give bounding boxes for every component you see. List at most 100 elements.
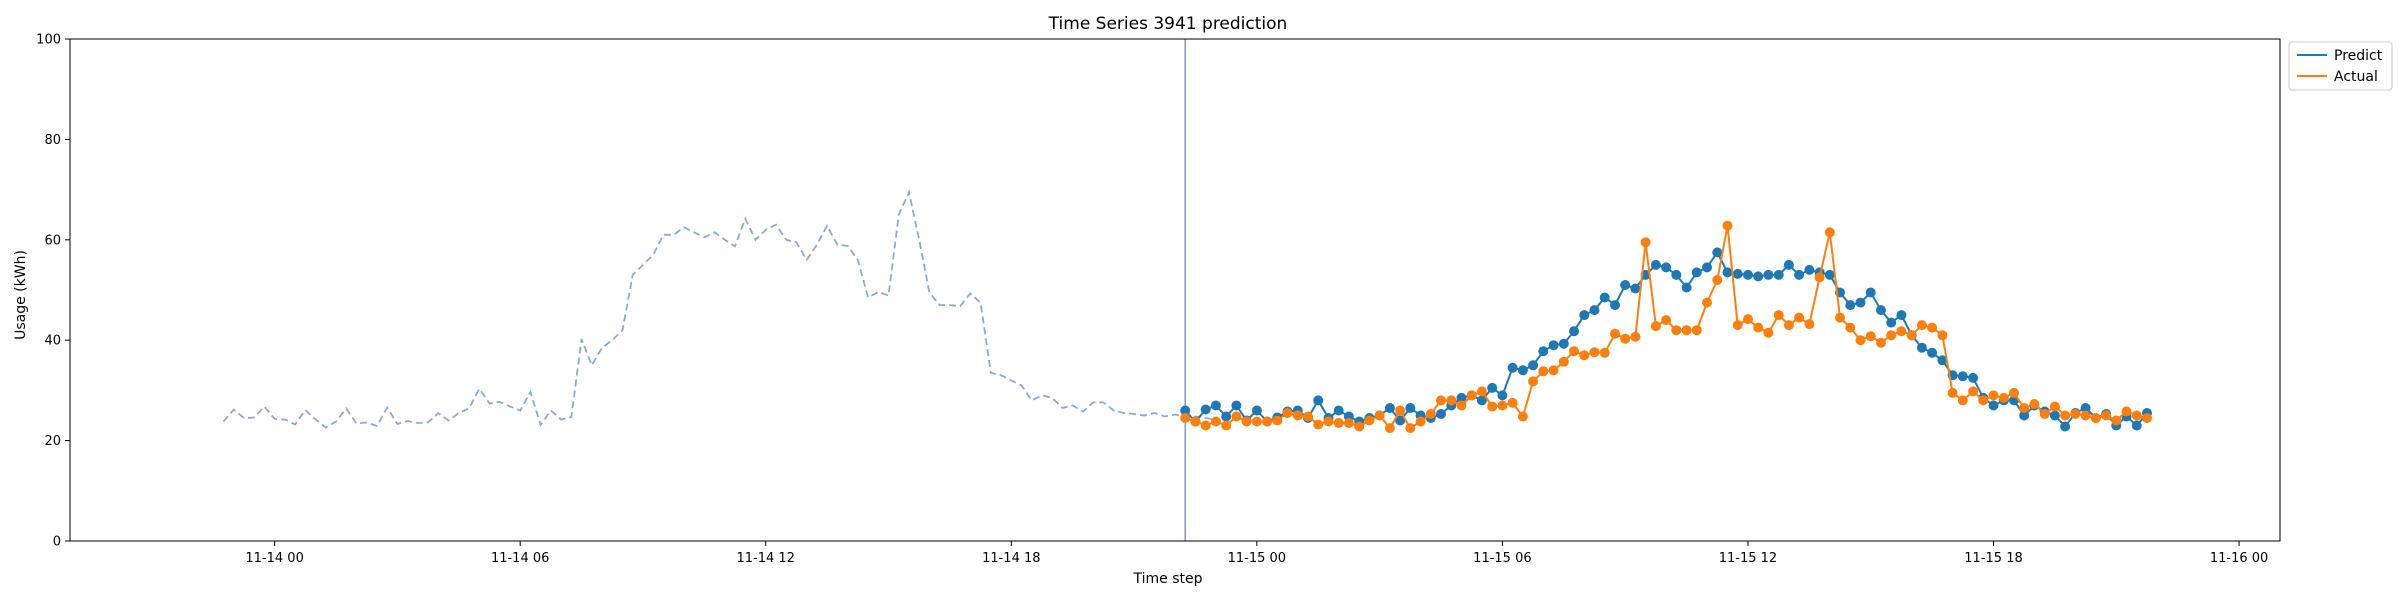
x-tick-label: 11-15 00 [1228, 551, 1286, 566]
history-line [222, 189, 1217, 429]
data-point-predict [2080, 403, 2091, 413]
y-tick-label: 0 [53, 535, 61, 550]
legend: Predict Actual [2288, 41, 2393, 91]
data-point-actual [1661, 315, 1672, 326]
data-point-predict [1650, 259, 1661, 270]
data-point-predict [1876, 305, 1886, 316]
data-point-predict [1333, 405, 1344, 416]
data-point-actual [1855, 335, 1866, 346]
data-point-predict [1395, 415, 1406, 426]
data-point-actual [1569, 346, 1579, 357]
data-point-actual [1712, 275, 1723, 285]
data-point-actual [1835, 312, 1845, 323]
data-point-actual [1916, 320, 1927, 331]
data-point-actual [1763, 327, 1774, 338]
data-point-predict [1743, 269, 1753, 280]
data-point-actual [1303, 411, 1313, 422]
data-point-predict [1691, 267, 1702, 278]
data-point-actual [1732, 320, 1743, 331]
data-point-actual [1794, 312, 1805, 323]
data-point-actual [1538, 366, 1549, 377]
data-point-actual [2049, 401, 2060, 412]
data-point-predict [1487, 382, 1498, 393]
data-point-predict [1599, 292, 1610, 303]
data-point-predict [1773, 269, 1784, 280]
axis-ticks: 0 20 40 60 80 100 11-14 00 11-14 06 11-14 12 11-1… [36, 33, 2268, 567]
data-point-predict [1313, 395, 1324, 406]
forecast-series [1180, 220, 2152, 434]
data-point-predict [1712, 247, 1723, 258]
data-point-actual [1937, 330, 1948, 341]
data-point-actual [1845, 322, 1856, 333]
series-actual [1180, 220, 2152, 434]
data-point-actual [1487, 401, 1498, 412]
history-series [222, 189, 1217, 429]
data-point-actual [1210, 416, 1221, 427]
data-point-predict [1630, 283, 1641, 294]
data-point-actual [1364, 415, 1375, 426]
data-point-predict [1579, 310, 1590, 321]
data-point-predict [1671, 269, 1682, 280]
x-axis-label: Time step [1133, 571, 1203, 587]
data-point-actual [2131, 410, 2142, 421]
y-tick-label: 40 [44, 334, 61, 349]
data-point-predict [1957, 371, 1968, 382]
x-tick-label: 11-15 06 [1473, 551, 1531, 566]
data-point-actual [1180, 413, 1191, 423]
data-point-actual [1231, 411, 1242, 422]
data-point-actual [1589, 347, 1600, 358]
data-point-actual [1978, 395, 1989, 406]
x-tick-label: 11-14 00 [245, 551, 303, 566]
legend-label-predict: Predict [2334, 48, 2383, 64]
data-point-actual [1988, 390, 1999, 401]
data-point-predict [1794, 269, 1805, 280]
data-point-actual [2101, 410, 2112, 421]
data-point-predict [1722, 267, 1733, 278]
data-point-actual [1558, 356, 1569, 367]
data-point-actual [1947, 387, 1958, 398]
data-point-actual [1896, 326, 1907, 337]
data-point-predict [1538, 346, 1549, 357]
data-point-predict [1456, 392, 1467, 403]
data-point-actual [1292, 410, 1303, 421]
data-point-actual [1313, 419, 1324, 430]
x-tick-label: 11-14 12 [737, 551, 795, 566]
data-point-predict [1507, 362, 1518, 373]
data-point-actual [1272, 415, 1283, 426]
data-point-predict [1405, 403, 1416, 413]
data-point-actual [1343, 418, 1354, 428]
data-point-actual [1579, 350, 1590, 361]
data-point-actual [1650, 321, 1661, 332]
data-point-actual [1957, 395, 1968, 406]
data-point-actual [2121, 406, 2132, 417]
data-point-actual [1753, 322, 1764, 333]
data-point-actual [2142, 413, 2152, 423]
data-point-actual [1804, 319, 1815, 330]
data-point-actual [1517, 411, 1528, 422]
data-point-actual [1507, 397, 1518, 408]
data-point-actual [1405, 423, 1416, 434]
data-point-predict [1180, 405, 1191, 416]
data-point-actual [1548, 365, 1559, 376]
data-point-actual [1200, 420, 1211, 431]
data-point-actual [1814, 272, 1825, 283]
data-point-actual [1671, 325, 1682, 336]
data-point-predict [2131, 420, 2142, 431]
data-point-predict [1661, 262, 1672, 273]
data-point-predict [1436, 409, 1446, 419]
data-point-actual [1333, 418, 1344, 428]
data-point-actual [1528, 376, 1539, 387]
x-tick-label: 11-15 18 [1964, 551, 2022, 566]
data-point-actual [1476, 386, 1487, 397]
data-point-predict [1497, 390, 1508, 401]
x-tick-label: 11-14 18 [982, 551, 1040, 566]
data-point-predict [1231, 400, 1242, 411]
data-point-actual [1395, 405, 1406, 416]
x-tick-label: 11-14 06 [491, 551, 549, 566]
data-point-actual [1927, 322, 1938, 333]
data-point-predict [1620, 280, 1631, 290]
data-point-actual [1640, 237, 1651, 248]
data-point-predict [1384, 403, 1395, 413]
